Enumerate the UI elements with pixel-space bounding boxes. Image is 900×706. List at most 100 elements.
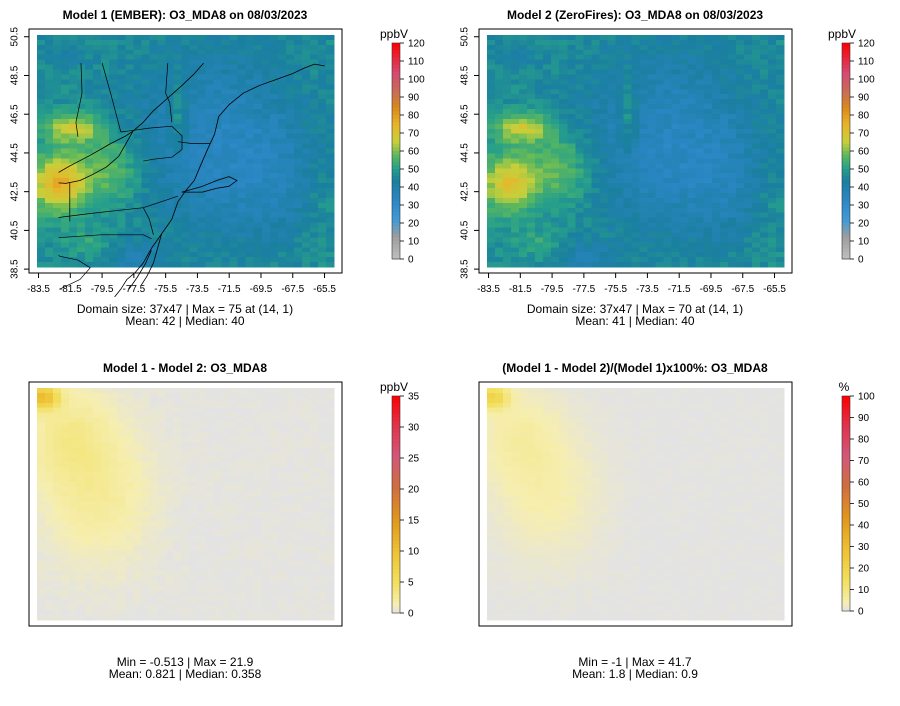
heat-cell <box>237 550 247 557</box>
heat-cell <box>495 192 504 199</box>
heat-cell <box>205 168 215 174</box>
heat-cell <box>775 232 785 238</box>
heat-cell <box>325 432 335 438</box>
heat-cell <box>487 118 496 125</box>
heat-cell <box>511 39 520 46</box>
heat-cell <box>551 227 560 234</box>
heat-cell <box>751 143 761 150</box>
heat-cell <box>157 178 167 184</box>
heat-cell <box>575 192 584 199</box>
colorbar-segment <box>392 136 400 141</box>
stats-line: Domain size: 37x47 | Max = 75 at (14, 1) <box>77 302 293 316</box>
heat-cell <box>77 541 86 547</box>
heat-cell <box>599 123 609 130</box>
heat-cell <box>109 84 118 90</box>
heat-cell <box>743 188 753 194</box>
heat-cell <box>77 197 86 204</box>
heat-cell <box>269 104 279 110</box>
heat-cell <box>639 158 649 164</box>
heat-cell <box>663 202 673 209</box>
heat-cell <box>679 237 689 243</box>
heat-cell <box>61 452 70 458</box>
heat-cell <box>237 94 247 100</box>
heat-cell <box>221 462 231 468</box>
heat-cell <box>599 252 609 258</box>
heat-cell <box>205 257 215 263</box>
heat-cell <box>237 412 247 419</box>
heat-cell <box>325 143 335 150</box>
heat-cell <box>37 39 46 46</box>
heat-cell <box>317 35 327 41</box>
heat-cell <box>631 178 641 184</box>
heat-cell <box>69 217 78 224</box>
heat-cell <box>599 104 609 110</box>
heat-cell <box>277 202 287 209</box>
heat-cell <box>85 516 94 522</box>
heat-cell <box>45 69 54 76</box>
heat-cell <box>285 104 295 110</box>
heat-cell <box>181 388 191 394</box>
heat-cell <box>751 84 761 90</box>
heat-cell <box>117 471 126 478</box>
heat-cell <box>743 197 753 204</box>
colorbar-segment <box>392 97 400 102</box>
colorbar-segment <box>392 165 400 170</box>
heat-cell <box>751 44 761 51</box>
colorbar-segment <box>842 241 850 246</box>
heat-cell <box>197 252 207 258</box>
heat-cell <box>197 202 207 209</box>
heat-cell <box>301 217 311 224</box>
heat-cell <box>735 202 745 209</box>
heat-cell <box>615 178 625 184</box>
heat-cell <box>591 168 600 174</box>
heat-cell <box>237 237 247 243</box>
heat-cell <box>623 143 633 150</box>
heat-cell <box>237 407 247 414</box>
heat-cell <box>293 257 303 263</box>
heat-cell <box>45 188 54 194</box>
heat-cell <box>117 427 126 434</box>
heat-cell <box>655 44 665 51</box>
heat-cell <box>53 491 62 498</box>
colorbar-segment <box>392 107 400 112</box>
heat-cell <box>293 183 303 189</box>
heat-cell <box>181 407 191 414</box>
heat-cell <box>109 407 118 414</box>
heat-cell <box>511 247 520 253</box>
heat-cell <box>213 491 223 498</box>
heat-cell <box>495 84 504 90</box>
heat-cell <box>567 148 576 155</box>
heat-cell <box>37 153 46 160</box>
heat-cell <box>181 247 191 253</box>
heat-cell <box>583 257 592 263</box>
heat-cell <box>93 39 102 46</box>
heat-cell <box>591 54 600 61</box>
heat-cell <box>181 197 191 204</box>
heat-cell <box>165 481 175 488</box>
heat-cell <box>245 237 255 243</box>
heat-cell <box>301 143 311 150</box>
heat-cell <box>325 501 335 508</box>
heat-cell <box>61 74 70 81</box>
heat-cell <box>141 113 150 120</box>
heat-cell <box>85 94 94 100</box>
heat-cell <box>309 417 319 424</box>
heat-cell <box>599 118 609 125</box>
heat-cell <box>245 516 255 522</box>
heat-cell <box>253 407 263 414</box>
heat-cell <box>511 242 520 248</box>
heat-cell <box>245 173 255 179</box>
heat-cell <box>149 462 159 468</box>
heat-cell <box>615 158 625 164</box>
heat-cell <box>133 511 142 517</box>
heat-cell <box>607 217 617 224</box>
heat-cell <box>543 89 552 95</box>
heat-cell <box>205 412 215 419</box>
heat-cell <box>679 79 689 85</box>
heat-cell <box>583 44 592 51</box>
heat-cell <box>205 188 215 194</box>
heat-cell <box>37 84 46 90</box>
heat-cell <box>101 163 110 169</box>
heat-cell <box>197 417 207 424</box>
heat-cell <box>277 452 287 458</box>
